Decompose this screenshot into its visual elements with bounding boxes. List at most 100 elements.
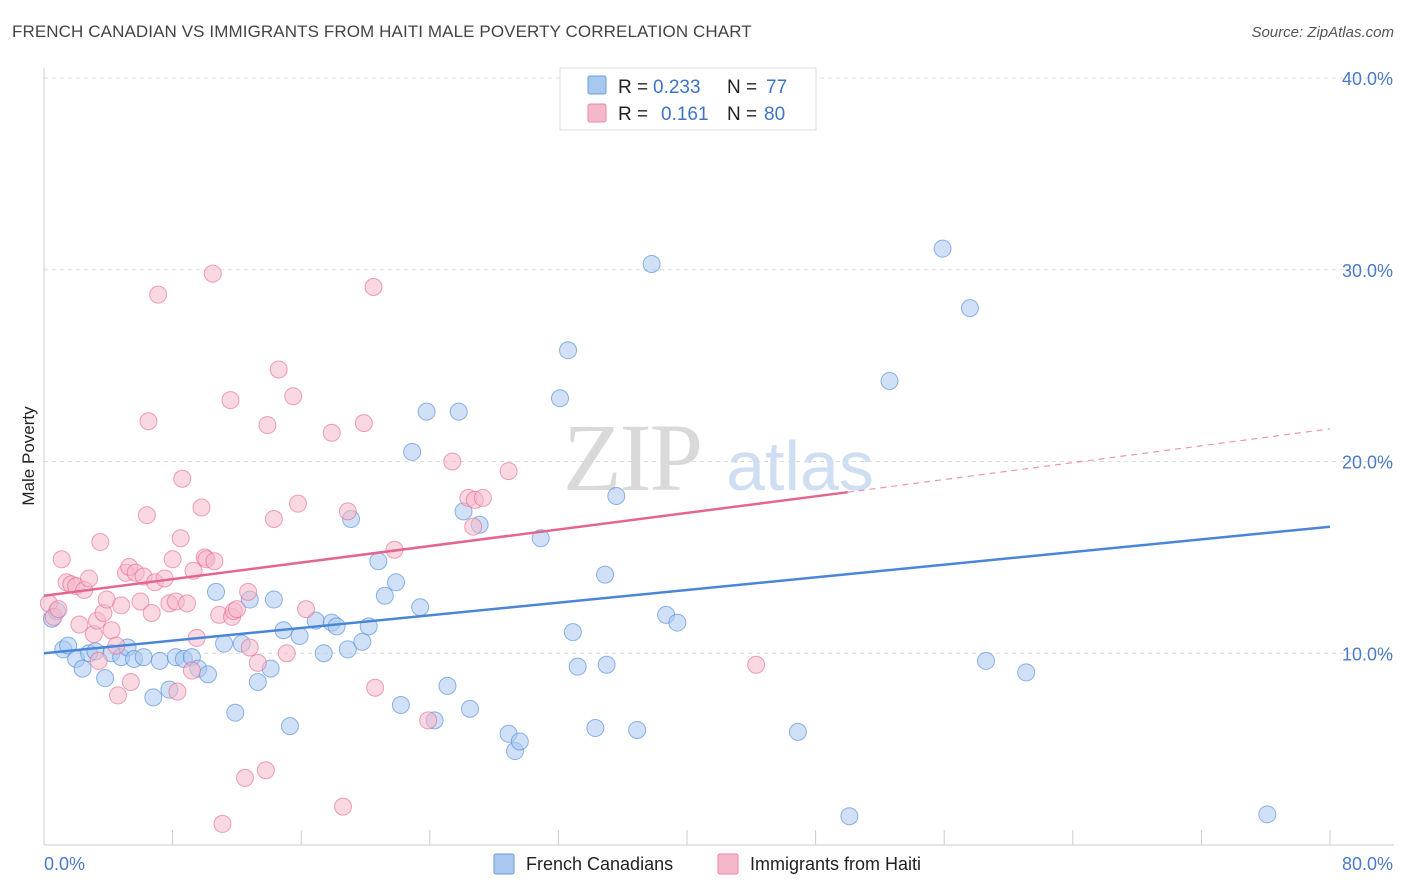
legend-swatch-haiti [587, 103, 607, 123]
point-s1-57 [256, 761, 275, 780]
point-s1-56 [248, 653, 267, 672]
legend-n-value-1: 77 [766, 77, 787, 98]
point-s0-45 [403, 442, 422, 461]
legend-r-value-2: 0.161 [661, 104, 709, 125]
point-s1-52 [227, 600, 246, 619]
point-s0-8 [96, 669, 115, 688]
point-s0-56 [510, 732, 529, 751]
point-s0-44 [391, 696, 410, 715]
point-s0-65 [607, 487, 626, 506]
point-s0-49 [438, 676, 457, 695]
point-s1-75 [464, 517, 483, 536]
bottom-legend: French Canadians Immigrants from Haiti [493, 853, 921, 875]
point-s1-58 [258, 416, 277, 435]
point-s1-30 [149, 285, 168, 304]
point-s1-49 [221, 391, 240, 410]
point-s0-75 [976, 651, 995, 670]
point-s0-50 [449, 402, 468, 421]
point-s0-27 [248, 673, 267, 692]
x-tick-labels: 0.0% 80.0% [44, 854, 1393, 874]
legend-n-label-2: N = [727, 104, 757, 125]
point-s1-35 [168, 682, 187, 701]
point-s0-72 [880, 371, 899, 390]
point-s1-7 [70, 615, 89, 634]
bottom-legend-swatch-french-canadians [493, 853, 515, 875]
y-tick-label-0: 10.0% [1342, 644, 1393, 664]
point-s0-15 [150, 651, 169, 670]
source-label: Source: ZipAtlas.com [1251, 24, 1394, 41]
point-s0-29 [264, 590, 283, 609]
watermark-zip: ZIP [563, 404, 701, 511]
legend-r-label-2: R = [618, 104, 648, 125]
point-s1-18 [108, 686, 127, 705]
point-s1-73 [443, 452, 462, 471]
point-s1-63 [288, 494, 307, 513]
bottom-legend-label-haiti: Immigrants from Haiti [750, 854, 921, 874]
point-s0-71 [840, 807, 859, 826]
point-s0-22 [207, 582, 226, 601]
point-s1-59 [264, 510, 283, 529]
data-points [39, 239, 1277, 833]
bottom-legend-label-french-canadians: French Canadians [526, 854, 673, 874]
point-s0-67 [642, 254, 661, 273]
point-s1-72 [419, 711, 438, 730]
point-s1-45 [203, 264, 222, 283]
legend-r-value-1: 0.233 [653, 77, 701, 98]
point-s1-68 [354, 414, 373, 433]
point-s0-77 [1258, 805, 1277, 824]
point-s1-64 [297, 600, 316, 619]
point-s1-9 [80, 569, 99, 588]
x-tick-label-0: 0.0% [44, 854, 85, 874]
point-s0-74 [960, 299, 979, 318]
point-s1-66 [333, 797, 352, 816]
legend-swatch-french-canadians [587, 75, 607, 95]
point-s0-59 [559, 341, 578, 360]
y-axis-label: Male Poverty [19, 406, 38, 506]
point-s1-2 [49, 600, 68, 619]
point-s0-23 [215, 634, 234, 653]
point-s0-13 [134, 648, 153, 667]
point-s1-13 [91, 533, 110, 552]
point-s1-70 [366, 678, 385, 697]
point-s0-43 [387, 573, 406, 592]
point-s1-77 [473, 488, 492, 507]
point-s1-54 [239, 582, 258, 601]
chart-title: FRENCH CANADIAN VS IMMIGRANTS FROM HAITI… [12, 22, 752, 41]
point-s0-34 [314, 644, 333, 663]
point-s1-78 [499, 462, 518, 481]
y-tick-label-2: 30.0% [1342, 261, 1393, 281]
trend-line-0 [43, 525, 1331, 655]
point-s0-61 [568, 657, 587, 676]
point-s0-60 [563, 623, 582, 642]
point-s0-70 [788, 722, 807, 741]
point-s1-39 [182, 661, 201, 680]
point-s0-36 [327, 617, 346, 636]
point-s1-26 [137, 506, 156, 525]
point-s0-58 [551, 389, 570, 408]
point-s0-5 [73, 659, 92, 678]
axes [43, 68, 1394, 846]
legend-n-label-1: N = [727, 77, 757, 98]
point-s1-27 [139, 412, 158, 431]
point-s1-3 [52, 550, 71, 569]
watermark-atlas: atlas [726, 427, 874, 505]
point-s1-46 [205, 552, 224, 571]
legend-box: R = 0.233 N = 77 R = 0.161 N = 80 [559, 67, 817, 131]
point-s0-47 [417, 402, 436, 421]
trend-lines [43, 428, 1331, 655]
point-s1-53 [235, 768, 254, 787]
bottom-legend-swatch-haiti [717, 853, 739, 875]
point-s0-24 [226, 703, 245, 722]
point-s0-39 [353, 632, 372, 651]
point-s1-61 [277, 644, 296, 663]
point-s0-62 [586, 719, 605, 738]
point-s1-62 [284, 387, 303, 406]
point-s0-76 [1017, 663, 1036, 682]
y-tick-label-1: 20.0% [1342, 453, 1393, 473]
point-s0-57 [531, 529, 550, 548]
trend-line-1 [43, 490, 848, 597]
series-0 [43, 239, 1277, 826]
point-s0-64 [597, 655, 616, 674]
point-s1-42 [192, 498, 211, 517]
